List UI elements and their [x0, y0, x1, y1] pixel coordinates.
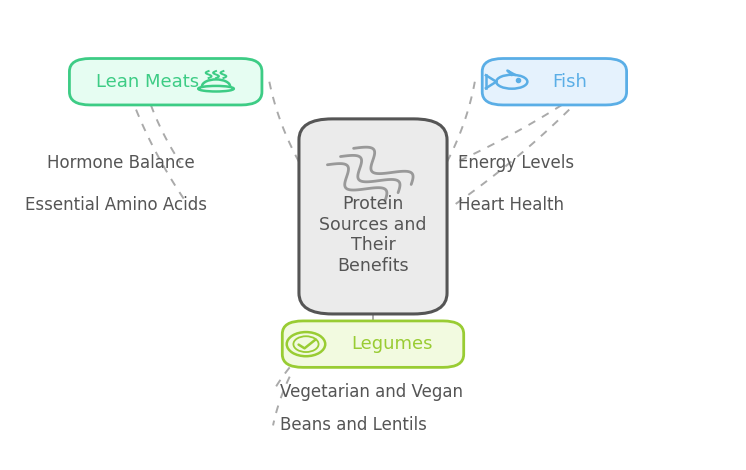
Text: Vegetarian and Vegan: Vegetarian and Vegan	[280, 383, 463, 400]
Text: Beans and Lentils: Beans and Lentils	[280, 416, 427, 434]
Text: Heart Health: Heart Health	[458, 196, 564, 214]
Text: Legumes: Legumes	[351, 335, 432, 353]
Text: Energy Levels: Energy Levels	[458, 154, 574, 172]
Text: Lean Meats: Lean Meats	[95, 73, 198, 91]
FancyBboxPatch shape	[69, 58, 262, 105]
FancyBboxPatch shape	[299, 119, 447, 314]
Text: Hormone Balance: Hormone Balance	[47, 154, 195, 172]
FancyBboxPatch shape	[482, 58, 627, 105]
FancyBboxPatch shape	[282, 321, 464, 368]
Text: Fish: Fish	[552, 73, 586, 91]
Text: Essential Amino Acids: Essential Amino Acids	[25, 196, 207, 214]
Text: Protein
Sources and
Their
Benefits: Protein Sources and Their Benefits	[319, 195, 427, 275]
